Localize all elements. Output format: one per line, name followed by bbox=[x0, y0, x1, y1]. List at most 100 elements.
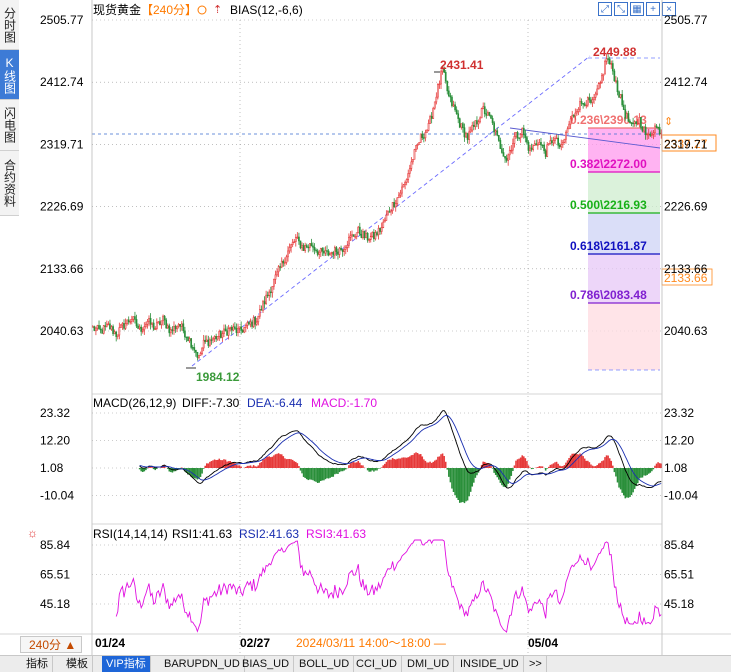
candle-body bbox=[120, 325, 121, 328]
candle-body bbox=[405, 182, 406, 184]
candle-body bbox=[287, 251, 288, 257]
tab-inside[interactable]: INSIDE_UD bbox=[456, 656, 524, 672]
candle-body bbox=[191, 339, 192, 348]
candle-body bbox=[178, 324, 179, 326]
rsi-title: RSI(14,14,14) bbox=[93, 527, 168, 541]
tab-cci[interactable]: CCI_UD bbox=[352, 656, 402, 672]
candle-body bbox=[219, 331, 220, 336]
candle-body bbox=[125, 324, 126, 329]
candle-body bbox=[280, 267, 281, 268]
candle-body bbox=[576, 112, 577, 113]
macd-left-tick-2: 1.08 bbox=[40, 461, 64, 475]
macd-bar bbox=[264, 459, 266, 468]
candle-body bbox=[370, 236, 371, 239]
candle-body bbox=[212, 339, 213, 340]
candle-body bbox=[506, 158, 507, 160]
macd-bar bbox=[298, 466, 300, 468]
macd-bar bbox=[604, 457, 606, 468]
macd-bar bbox=[537, 467, 539, 468]
candle-body bbox=[486, 114, 487, 116]
tab-barupdn[interactable]: BARUPDN_UD bbox=[160, 656, 245, 672]
sun-icon[interactable]: ☼ bbox=[27, 526, 38, 540]
macd-bar bbox=[425, 461, 427, 468]
candle-body bbox=[381, 228, 382, 232]
candle-body bbox=[111, 327, 112, 330]
candle-body bbox=[208, 340, 209, 346]
candle-body bbox=[540, 142, 541, 145]
macd-bar bbox=[156, 468, 158, 469]
candle-body bbox=[211, 340, 212, 341]
macd-bar bbox=[326, 468, 328, 478]
macd-bar bbox=[601, 461, 603, 468]
macd-bar bbox=[401, 458, 403, 468]
candle-body bbox=[411, 162, 412, 169]
candle-body bbox=[600, 83, 601, 84]
candle-body bbox=[397, 198, 398, 204]
tab-vip-indicator[interactable]: VIP指标 bbox=[102, 656, 151, 672]
candle-body bbox=[142, 330, 143, 332]
candle-body bbox=[408, 173, 409, 179]
macd-bar bbox=[315, 468, 317, 482]
candle-body bbox=[141, 327, 142, 331]
macd-bar bbox=[406, 458, 408, 468]
macd-bar bbox=[337, 468, 339, 474]
tab-dmi[interactable]: DMI_UD bbox=[403, 656, 454, 672]
macd-bar bbox=[536, 467, 538, 468]
candle-body bbox=[406, 179, 407, 182]
macd-bar bbox=[379, 468, 381, 469]
candle-body bbox=[606, 59, 607, 62]
candle-body bbox=[494, 123, 495, 132]
candle-body bbox=[464, 128, 465, 137]
period-selector[interactable]: 240分 ▲ bbox=[20, 636, 82, 653]
macd-bar bbox=[308, 468, 310, 480]
tab-indicator[interactable]: 指标 bbox=[22, 656, 53, 672]
candle-body bbox=[175, 326, 176, 329]
up-arrow-icon[interactable]: ⇡ bbox=[213, 4, 222, 16]
tab-template[interactable]: 模板 bbox=[62, 656, 93, 672]
tab-bias[interactable]: BIAS_UD bbox=[238, 656, 294, 672]
candle-body bbox=[234, 327, 235, 329]
macd-bar bbox=[384, 464, 386, 468]
macd-bar bbox=[596, 465, 598, 468]
candle-body bbox=[604, 61, 605, 74]
candle-body bbox=[631, 123, 632, 124]
macd-bar bbox=[645, 468, 647, 476]
macd-bar bbox=[172, 468, 174, 473]
macd-bar bbox=[562, 466, 564, 468]
price-tick-2-right-tick: 2319.71 bbox=[664, 137, 708, 151]
macd-bar bbox=[529, 467, 531, 468]
macd-bar bbox=[426, 462, 428, 468]
macd-bar bbox=[429, 462, 431, 468]
candle-body bbox=[425, 132, 426, 137]
candle-body bbox=[401, 187, 402, 193]
tab-boll[interactable]: BOLL_UD bbox=[295, 656, 354, 672]
tab-more[interactable]: >> bbox=[525, 656, 547, 672]
macd-bar bbox=[340, 468, 342, 471]
macd-bar bbox=[356, 462, 358, 468]
macd-bar bbox=[628, 468, 630, 498]
macd-bar bbox=[657, 462, 659, 468]
candle-body bbox=[523, 128, 524, 135]
macd-bar bbox=[526, 461, 528, 468]
settings-icon[interactable] bbox=[198, 6, 206, 14]
macd-bar bbox=[268, 456, 270, 468]
candle-body bbox=[281, 261, 282, 267]
candle-body bbox=[245, 325, 246, 327]
macd-bar bbox=[373, 468, 375, 472]
macd-bar bbox=[446, 468, 448, 470]
candle-body bbox=[578, 109, 579, 111]
candle-body bbox=[456, 110, 457, 114]
candle-body bbox=[247, 322, 248, 325]
macd-bar bbox=[434, 461, 436, 468]
candle-body bbox=[520, 134, 521, 137]
macd-bar bbox=[453, 468, 455, 492]
candle-body bbox=[440, 72, 441, 84]
macd-bar bbox=[648, 468, 650, 474]
candle-body bbox=[461, 124, 462, 128]
candle-body bbox=[551, 141, 552, 143]
macd-bar bbox=[295, 462, 297, 468]
macd-bar bbox=[301, 468, 303, 473]
macd-bar bbox=[398, 458, 400, 468]
macd-bar bbox=[253, 465, 255, 468]
